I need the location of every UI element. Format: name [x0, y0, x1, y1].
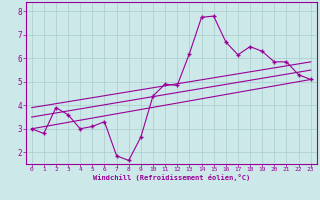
X-axis label: Windchill (Refroidissement éolien,°C): Windchill (Refroidissement éolien,°C) — [92, 174, 250, 181]
